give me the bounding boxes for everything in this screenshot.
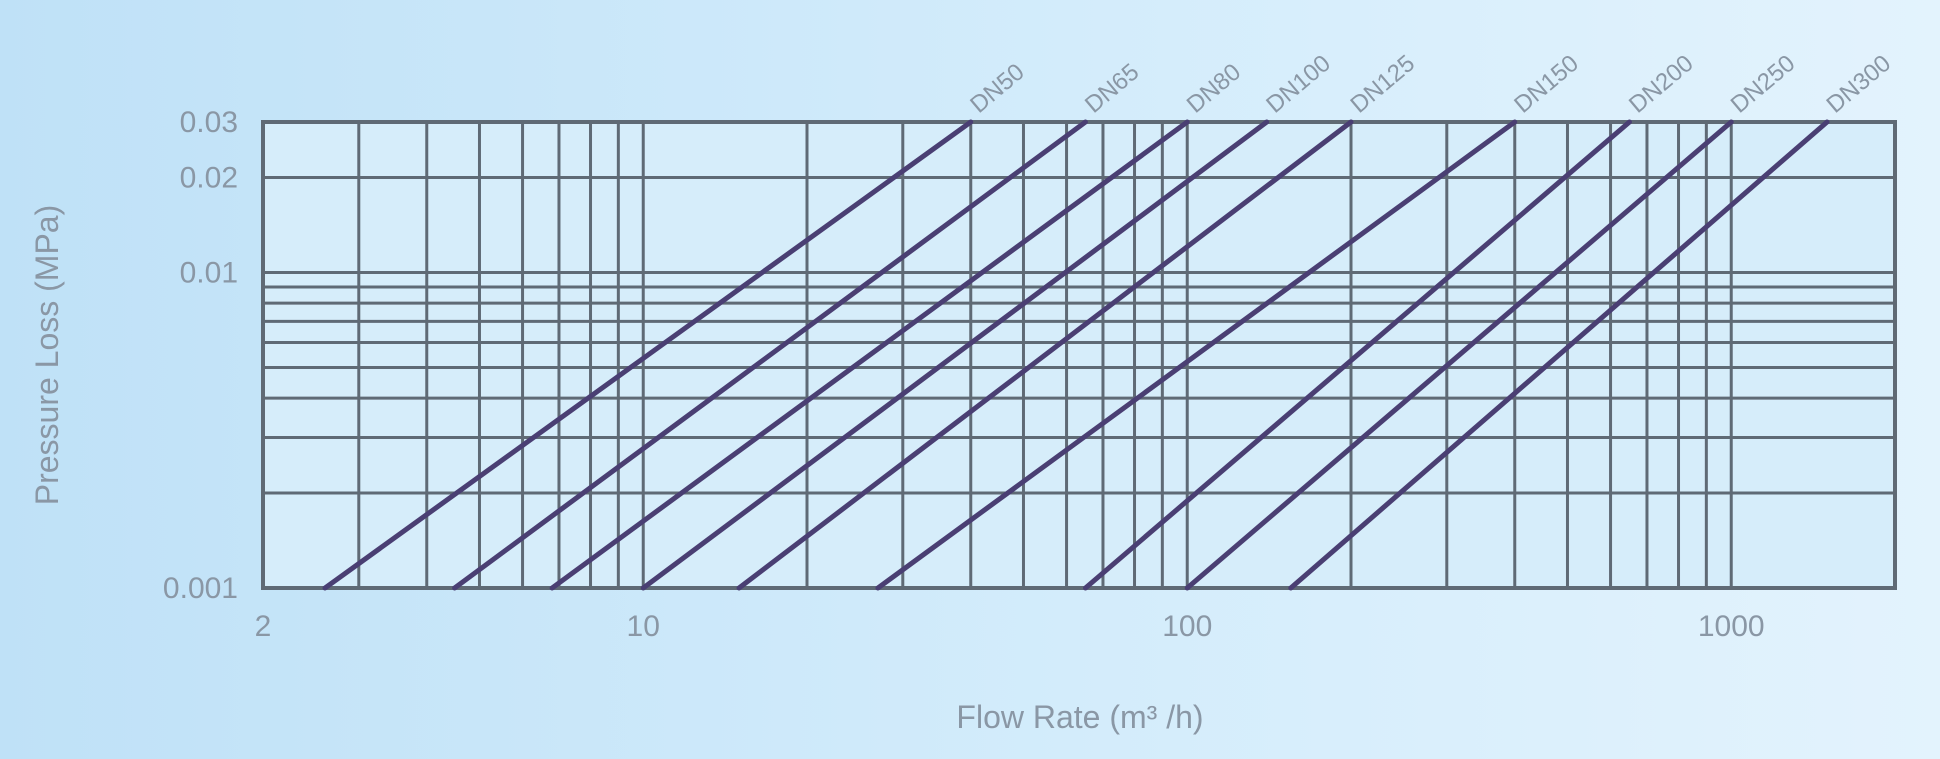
series-line-dn100 xyxy=(640,119,1270,591)
series-line-dn125 xyxy=(736,119,1354,591)
series-label-dn250: DN250 xyxy=(1726,50,1801,119)
series-labels: DN50 DN65 DN80 DN100 DN125 DN150 DN200 DN250 DN3… xyxy=(965,50,1896,119)
x-tick-label: 100 xyxy=(1162,610,1212,643)
series-label-dn100: DN100 xyxy=(1261,50,1336,119)
y-tick-label: 0.001 xyxy=(163,572,238,605)
series-label-dn50: DN50 xyxy=(965,58,1029,118)
x-tick-labels: 2 10 100 1000 xyxy=(255,610,1765,643)
series-label-dn300: DN300 xyxy=(1822,50,1897,119)
series-line-dn50 xyxy=(322,119,974,591)
plot-frame xyxy=(261,120,1897,590)
series-line-dn200 xyxy=(1082,119,1632,591)
y-axis-title: Pressure Loss (MPa) xyxy=(29,205,65,506)
series-line-dn250 xyxy=(1184,119,1734,591)
series-line-dn80 xyxy=(549,119,1190,591)
series-label-dn80: DN80 xyxy=(1182,58,1246,118)
series-line-dn150 xyxy=(875,119,1518,591)
x-tick-label: 1000 xyxy=(1698,610,1765,643)
series-label-dn200: DN200 xyxy=(1624,50,1699,119)
series-label-dn150: DN150 xyxy=(1509,50,1584,119)
series-line-dn65 xyxy=(452,119,1088,591)
y-tick-label: 0.01 xyxy=(180,257,238,290)
y-tick-label: 0.03 xyxy=(180,106,238,139)
x-tick-label: 10 xyxy=(627,610,660,643)
series-lines xyxy=(322,119,1830,591)
series-label-dn125: DN125 xyxy=(1346,50,1421,119)
x-tick-label: 2 xyxy=(255,610,272,643)
y-tick-label: 0.02 xyxy=(180,162,238,195)
x-axis-title: Flow Rate (m³ /h) xyxy=(956,699,1203,735)
y-tick-labels: 0.001 0.01 0.02 0.03 xyxy=(163,106,238,605)
series-label-dn65: DN65 xyxy=(1080,58,1144,118)
series-line-dn300 xyxy=(1288,119,1830,591)
